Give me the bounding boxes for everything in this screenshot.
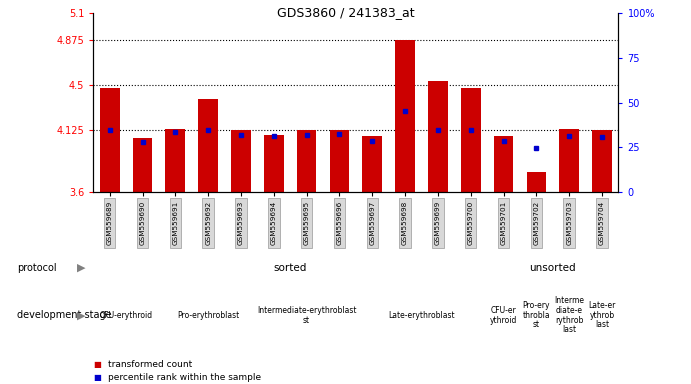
- Bar: [592, 130, 612, 192]
- Text: Late-er
ythrob
last: Late-er ythrob last: [588, 301, 616, 329]
- Text: CFU-er
ythroid: CFU-er ythroid: [490, 306, 518, 324]
- Bar: [560, 129, 579, 192]
- Bar: [231, 130, 251, 192]
- Bar: [166, 129, 185, 192]
- Text: CFU-erythroid: CFU-erythroid: [100, 311, 153, 320]
- Text: ■: ■: [93, 360, 101, 369]
- Text: Late-erythroblast: Late-erythroblast: [388, 311, 455, 320]
- Text: GDS3860 / 241383_at: GDS3860 / 241383_at: [276, 6, 415, 19]
- Text: protocol: protocol: [17, 263, 57, 273]
- Bar: [198, 99, 218, 192]
- Text: sorted: sorted: [274, 263, 307, 273]
- Bar: [297, 130, 316, 192]
- Bar: [461, 88, 481, 192]
- Text: ▶: ▶: [77, 310, 86, 320]
- Bar: [527, 172, 547, 192]
- Text: ■: ■: [93, 372, 101, 382]
- Bar: [493, 136, 513, 192]
- Text: Pro-erythroblast: Pro-erythroblast: [177, 311, 239, 320]
- Text: transformed count: transformed count: [108, 360, 193, 369]
- Bar: [133, 139, 153, 192]
- Text: percentile rank within the sample: percentile rank within the sample: [108, 372, 262, 382]
- Text: Intermediate-erythroblast
st: Intermediate-erythroblast st: [257, 306, 357, 324]
- Text: Pro-ery
throbla
st: Pro-ery throbla st: [522, 301, 550, 329]
- Bar: [395, 40, 415, 192]
- Text: unsorted: unsorted: [529, 263, 576, 273]
- Text: ▶: ▶: [77, 263, 86, 273]
- Bar: [330, 130, 350, 192]
- Bar: [264, 135, 283, 192]
- Bar: [428, 81, 448, 192]
- Text: development stage: development stage: [17, 310, 112, 320]
- Bar: [100, 88, 120, 192]
- Bar: [363, 136, 382, 192]
- Text: Interme
diate-e
rythrob
last: Interme diate-e rythrob last: [554, 296, 584, 334]
